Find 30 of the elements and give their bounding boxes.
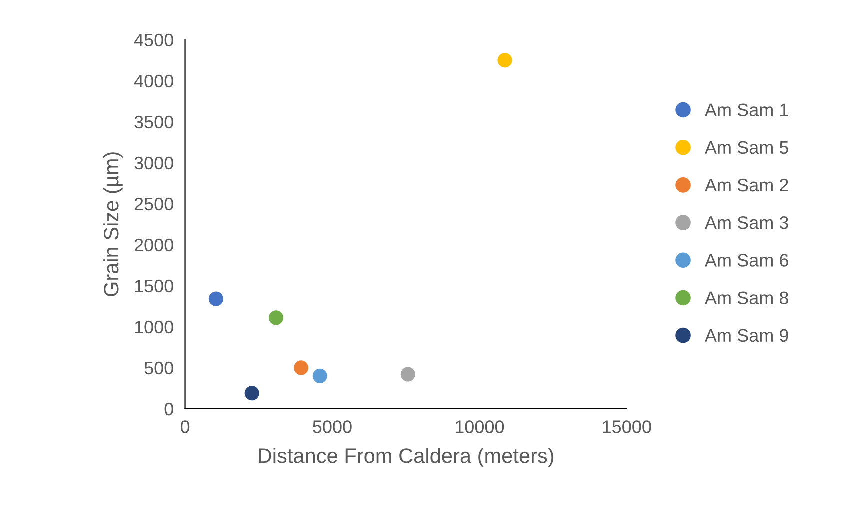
y-tick-label: 1000: [135, 320, 174, 334]
y-tick-label: 0: [164, 402, 174, 416]
legend-label: Am Sam 6: [704, 254, 788, 267]
point: [312, 368, 328, 384]
y-tick-label: 4500: [134, 34, 174, 47]
x-tick-label: 15000: [603, 420, 652, 434]
legend-label: Am Sam 3: [704, 216, 788, 230]
legend-label: Am Sam 1: [704, 104, 788, 116]
legend-label: Am Sam 5: [704, 141, 788, 154]
y-tick-label: 4000: [134, 74, 174, 88]
legend-label: Am Sam 2: [704, 178, 788, 192]
point: [208, 292, 224, 306]
legend-label: Am Sam 8: [704, 292, 788, 304]
x-tick-label: 5000: [313, 420, 352, 434]
x-tick-label: 0: [180, 420, 190, 434]
y-tick-label: 2000: [134, 238, 174, 252]
point: [268, 310, 284, 326]
x-tick-label: 10000: [456, 420, 504, 434]
y-tick-label: 500: [144, 362, 174, 375]
point: [498, 53, 512, 68]
x-axis-title: Distance From Caldera (meters): [259, 448, 554, 468]
y-tick-label: 2500: [134, 198, 174, 211]
point: [294, 360, 309, 376]
legend-label: Am Sam 9: [704, 329, 788, 342]
y-tick-label: 1500: [135, 280, 174, 293]
y-axis-title: Grain Size (µm): [103, 152, 123, 297]
y-tick-label: 3500: [134, 116, 174, 129]
point: [400, 367, 416, 382]
point: [244, 386, 260, 401]
y-tick-label: 3000: [134, 156, 174, 170]
